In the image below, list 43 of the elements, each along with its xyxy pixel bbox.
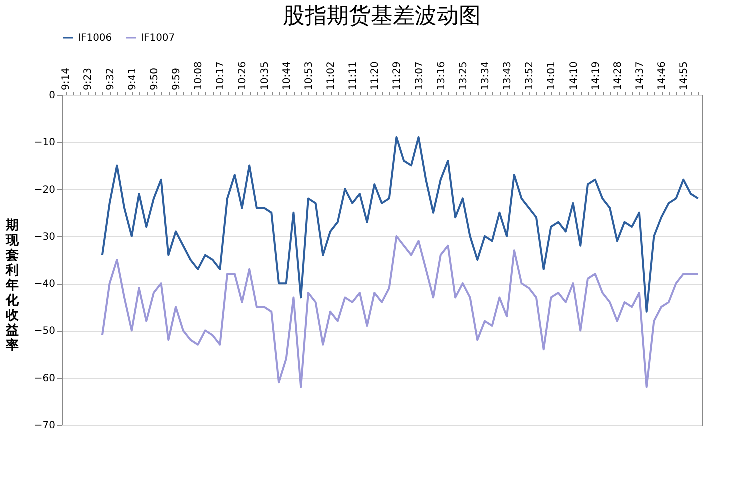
x-tick-label: 10:08 [194, 62, 205, 90]
x-tick-label: 14:28 [612, 62, 624, 90]
chart-title: 股指期货基差波动图 [283, 4, 481, 29]
x-tick-label: 11:20 [370, 62, 382, 90]
text: 期现套利年化收益率 [6, 218, 19, 354]
line-series [101, 136, 700, 313]
x-tick-label: 11:11 [348, 62, 360, 90]
y-tick-label: −30 [34, 232, 56, 243]
x-tick-label: 14:19 [590, 62, 602, 90]
legend-label: IF1006 [78, 33, 112, 44]
x-tick-label: 14:10 [568, 62, 580, 90]
x-tick-label: 11:29 [392, 62, 404, 90]
y-tick-label: −50 [34, 326, 56, 338]
y-tick-label: −70 [34, 420, 56, 432]
legend-label: IF1007 [141, 33, 176, 44]
x-tick-label: 13:25 [458, 62, 470, 90]
x-tick-label: 9:41 [127, 68, 138, 90]
x-tick-label: 10:53 [304, 62, 315, 90]
y-tick-label: −20 [34, 184, 56, 196]
x-tick-label: 14:37 [634, 62, 646, 90]
y-tick-label: 0 [49, 90, 56, 102]
x-tick-label: 14:55 [679, 62, 690, 90]
x-tick-label: 14:01 [546, 62, 558, 90]
x-tick-label: 10:17 [216, 62, 227, 90]
x-tick-label: 13:16 [436, 62, 448, 90]
x-tick-label: 10:44 [282, 62, 293, 90]
x-tick-label: 9:50 [149, 68, 160, 90]
x-tick-label: 9:23 [83, 68, 94, 90]
x-tick-label: 9:32 [105, 68, 116, 90]
x-tick-label: 10:26 [238, 62, 249, 90]
x-tick-label: 10:35 [260, 62, 271, 90]
x-tick-label: 11:02 [326, 62, 338, 90]
y-tick-label: −60 [34, 373, 56, 384]
x-tick-label: 13:43 [502, 62, 514, 90]
x-tick-label: 13:52 [524, 62, 536, 90]
x-tick-label: 13:34 [480, 62, 492, 90]
y-tick-label: −40 [34, 279, 56, 290]
x-tick-label: 9:14 [61, 68, 72, 90]
line-series [101, 235, 700, 388]
x-tick-label: 9:59 [172, 68, 183, 90]
y-tick-label: −10 [34, 138, 56, 149]
x-tick-label: 13:07 [414, 62, 426, 90]
x-tick-label: 14:46 [657, 62, 668, 90]
